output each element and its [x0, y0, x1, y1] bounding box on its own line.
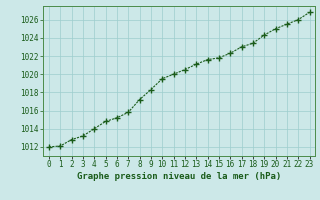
X-axis label: Graphe pression niveau de la mer (hPa): Graphe pression niveau de la mer (hPa)	[77, 172, 281, 181]
